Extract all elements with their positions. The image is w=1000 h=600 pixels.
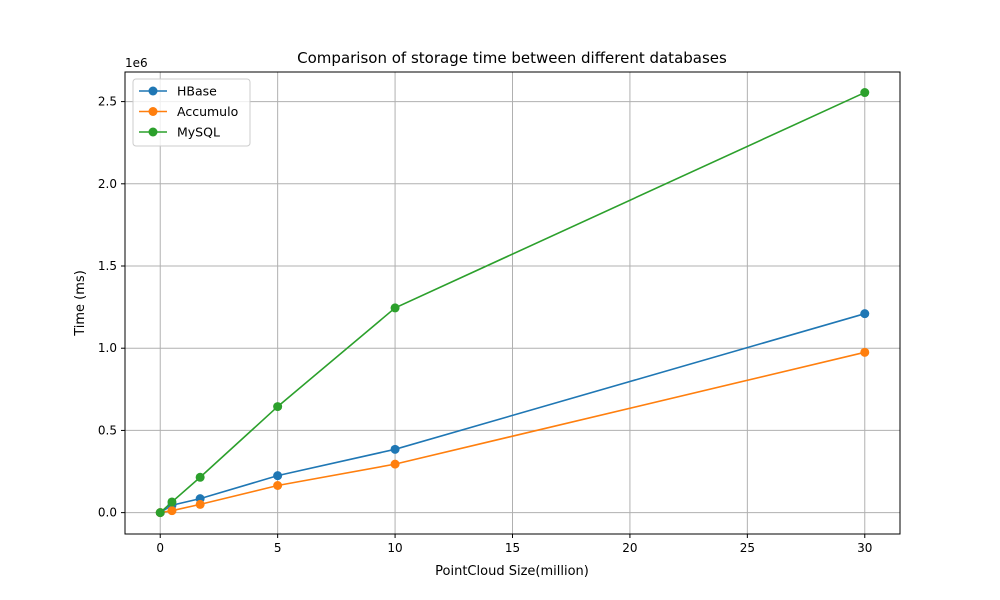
- y-tick-label: 2.5: [98, 95, 117, 109]
- series-mysql: [155, 88, 870, 518]
- data-point: [273, 471, 283, 481]
- legend-marker: [148, 86, 158, 96]
- legend-marker: [148, 127, 158, 137]
- y-tick-label: 0.5: [98, 423, 117, 437]
- chart-title: Comparison of storage time between diffe…: [297, 49, 727, 67]
- x-tick-label: 0: [156, 541, 164, 555]
- x-axis-ticks: 0 5 10 15 20 25 30: [156, 534, 872, 555]
- x-tick-label: 10: [387, 541, 402, 555]
- legend-item: MySQL: [139, 125, 220, 140]
- legend-item: HBase: [139, 84, 217, 99]
- x-tick-label: 20: [622, 541, 637, 555]
- x-tick-label: 25: [740, 541, 755, 555]
- grid-lines: [125, 72, 900, 534]
- x-axis-label: PointCloud Size(million): [435, 564, 589, 579]
- series-group: [155, 88, 870, 518]
- legend-item: Accumulo: [139, 104, 238, 119]
- data-point: [167, 506, 177, 516]
- x-tick-label: 30: [857, 541, 872, 555]
- y-axis-label: Time (ms): [73, 270, 88, 337]
- y-offset-label: 1e6: [125, 56, 148, 70]
- data-point: [195, 499, 205, 509]
- data-point: [273, 480, 283, 490]
- data-point: [390, 459, 400, 469]
- data-point: [195, 472, 205, 482]
- data-point: [167, 497, 177, 507]
- data-point: [390, 303, 400, 313]
- y-tick-label: 2.0: [98, 177, 117, 191]
- legend-label: HBase: [177, 84, 217, 99]
- x-tick-label: 5: [274, 541, 282, 555]
- y-tick-label: 1.0: [98, 341, 117, 355]
- data-point: [155, 508, 165, 518]
- data-point: [273, 402, 283, 412]
- legend-label: Accumulo: [177, 104, 238, 119]
- legend-marker: [148, 107, 158, 116]
- y-tick-label: 1.5: [98, 259, 117, 273]
- y-axis-ticks: 0.0 0.5 1.0 1.5 2.0 2.5: [98, 95, 125, 520]
- legend-label: MySQL: [177, 125, 220, 140]
- data-point: [860, 309, 870, 319]
- y-tick-label: 0.0: [98, 506, 117, 520]
- data-point: [390, 444, 400, 454]
- legend: HBase Accumulo MySQL: [132, 78, 251, 147]
- data-point: [860, 347, 870, 357]
- data-point: [860, 88, 870, 98]
- legend-box: [132, 78, 251, 147]
- x-tick-label: 15: [505, 541, 520, 555]
